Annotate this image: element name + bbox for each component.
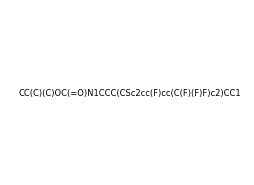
Text: CC(C)(C)OC(=O)N1CCC(CSc2cc(F)cc(C(F)(F)F)c2)CC1: CC(C)(C)OC(=O)N1CCC(CSc2cc(F)cc(C(F)(F)F…: [19, 89, 242, 98]
